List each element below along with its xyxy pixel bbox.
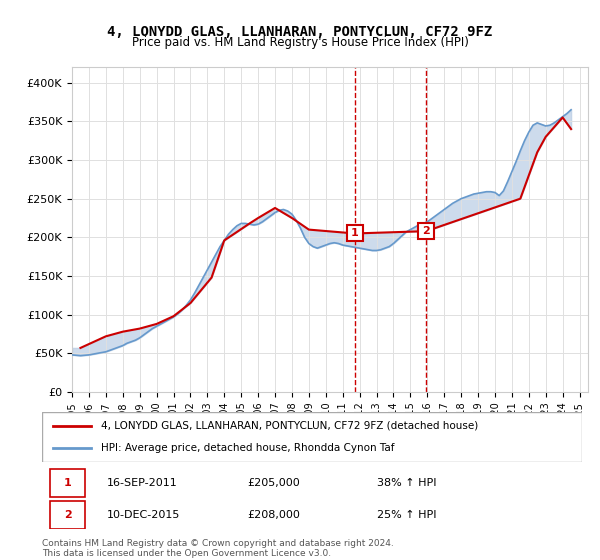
FancyBboxPatch shape — [50, 501, 85, 529]
Text: HPI: Average price, detached house, Rhondda Cynon Taf: HPI: Average price, detached house, Rhon… — [101, 443, 395, 453]
Text: Price paid vs. HM Land Registry's House Price Index (HPI): Price paid vs. HM Land Registry's House … — [131, 36, 469, 49]
Text: 38% ↑ HPI: 38% ↑ HPI — [377, 478, 436, 488]
Text: Contains HM Land Registry data © Crown copyright and database right 2024.
This d: Contains HM Land Registry data © Crown c… — [42, 539, 394, 558]
FancyBboxPatch shape — [42, 412, 582, 462]
FancyBboxPatch shape — [50, 469, 85, 497]
Text: 10-DEC-2015: 10-DEC-2015 — [107, 510, 180, 520]
Text: 25% ↑ HPI: 25% ↑ HPI — [377, 510, 436, 520]
Text: £205,000: £205,000 — [247, 478, 300, 488]
Text: 1: 1 — [64, 478, 72, 488]
Text: 4, LONYDD GLAS, LLANHARAN, PONTYCLUN, CF72 9FZ: 4, LONYDD GLAS, LLANHARAN, PONTYCLUN, CF… — [107, 25, 493, 39]
Text: £208,000: £208,000 — [247, 510, 300, 520]
Text: 1: 1 — [351, 228, 359, 239]
Text: 2: 2 — [64, 510, 72, 520]
Text: 4, LONYDD GLAS, LLANHARAN, PONTYCLUN, CF72 9FZ (detached house): 4, LONYDD GLAS, LLANHARAN, PONTYCLUN, CF… — [101, 421, 479, 431]
Text: 2: 2 — [422, 226, 430, 236]
Text: 16-SEP-2011: 16-SEP-2011 — [107, 478, 178, 488]
